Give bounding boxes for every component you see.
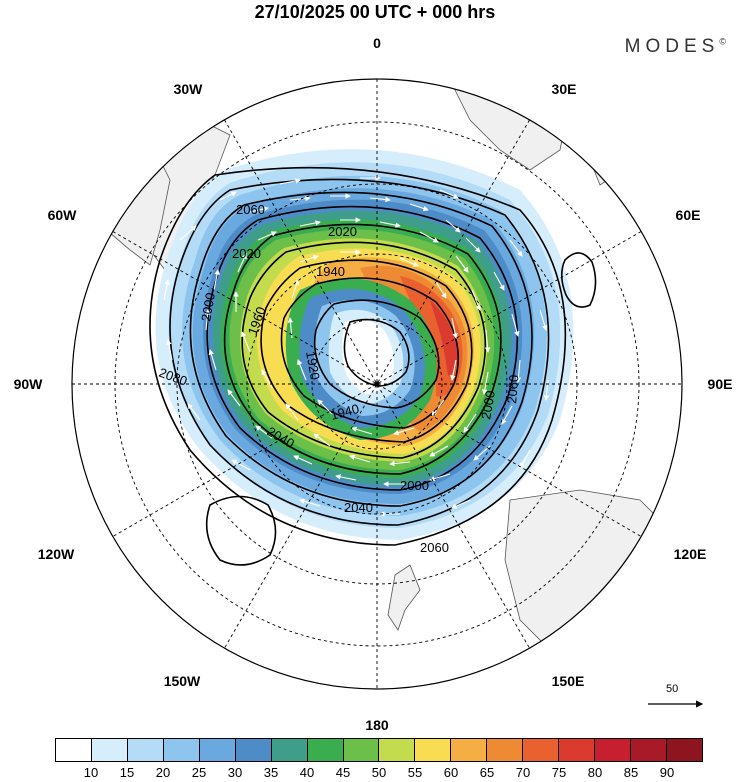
contour-label: 1940 (316, 264, 345, 279)
high-120w (205, 495, 277, 566)
colorbar-cell (199, 739, 236, 761)
lon-label-150w: 150W (164, 673, 201, 689)
brand-logo: MODES© (625, 36, 726, 58)
colorbar-label: 60 (443, 765, 459, 780)
colorbar-cell (379, 739, 416, 761)
reference-vector-arrow (648, 700, 704, 708)
colorbar-label: 70 (515, 765, 531, 780)
high-60e (560, 252, 597, 308)
colorbar-cell (595, 739, 631, 761)
brand-name: MODES (624, 36, 720, 57)
lon-label-120e: 120E (674, 546, 707, 562)
lon-label-150e: 150E (552, 673, 585, 689)
lon-label-60e: 60E (676, 207, 701, 223)
colorbar-label: 20 (155, 765, 171, 780)
colorbar-label: 75 (551, 765, 567, 780)
contour-label: 2000 (478, 389, 498, 420)
contour-label: 2020 (232, 246, 261, 261)
contour-label: 1920 (303, 350, 323, 381)
map-disc (94, 79, 681, 661)
wind-vectors (163, 175, 550, 517)
colorbar-label: 45 (335, 765, 351, 780)
colorbar-label: 50 (371, 765, 387, 780)
new-zealand (387, 564, 421, 631)
contour-labels: 2060 2020 2020 1940 2000 1960 1920 2080 … (157, 202, 522, 555)
colorbar-label: 30 (227, 765, 243, 780)
colorbar-cell (451, 739, 488, 761)
lon-label-180: 180 (365, 717, 389, 733)
longitude-labels: 0 30E 60E 90E 120E 150E 180 150W 120W 90… (14, 35, 733, 733)
colorbar-cell (163, 739, 200, 761)
colorbar-label: 35 (263, 765, 279, 780)
lon-label-30w: 30W (174, 81, 204, 97)
contour-1960 (260, 259, 473, 443)
colorbar-cell (487, 739, 524, 761)
colorbar-label: 85 (623, 765, 639, 780)
colorbar-label: 55 (407, 765, 423, 780)
graticule (72, 79, 682, 689)
colorbar-cell (523, 739, 560, 761)
colorbar-label: 80 (587, 765, 603, 780)
colorbar-label: 25 (191, 765, 207, 780)
colorbar-cell (343, 739, 380, 761)
contour-1980 (241, 241, 487, 459)
colorbar-cell (559, 739, 596, 761)
colorbar-cell (271, 739, 308, 761)
colorbar-cell (91, 739, 128, 761)
contour-label: 1940 (329, 401, 361, 423)
colorbar-label: 10 (83, 765, 99, 780)
lon-label-0: 0 (373, 35, 381, 51)
brand-mark: © (719, 36, 726, 47)
reference-vector-label: 50 (666, 683, 679, 695)
contour-label: 2060 (236, 202, 265, 217)
contour-2000 (223, 223, 502, 475)
lon-label-120w: 120W (38, 546, 75, 562)
contour-1900 (343, 318, 410, 387)
colorbar-label: 65 (479, 765, 495, 780)
colorbar-cell (631, 739, 667, 761)
colorbar-label: 90 (659, 765, 675, 780)
colorbar-cell (307, 739, 344, 761)
africa (449, 79, 571, 171)
contour-label: 2060 (420, 540, 449, 555)
colorbar-cell (415, 739, 452, 761)
australia (504, 489, 681, 661)
madagascar (589, 149, 616, 186)
colorbar-label: 40 (299, 765, 315, 780)
colorbar-cell (127, 739, 164, 761)
lon-label-60w: 60W (48, 207, 78, 223)
chart-title: 27/10/2025 00 UTC + 000 hrs (254, 2, 496, 22)
map-boundary (71, 78, 683, 690)
contour-1940 (280, 277, 460, 429)
contour-label: 2020 (328, 224, 357, 239)
lon-label-90w: 90W (14, 376, 44, 392)
contour-2080 (149, 166, 567, 546)
height-contours (149, 166, 597, 566)
contour-label: 2060 (504, 374, 521, 404)
contour-label: 2040 (344, 500, 373, 515)
lon-label-90e: 90E (708, 376, 733, 392)
colorbar-label: 15 (119, 765, 135, 780)
contour-1920 (313, 299, 440, 409)
lon-label-30e: 30E (552, 81, 577, 97)
colorbar (55, 738, 703, 762)
contour-label: 2000 (400, 478, 429, 493)
contour-label: 2000 (198, 291, 218, 322)
pole-marker (374, 381, 380, 387)
band-80 (430, 300, 458, 376)
contour-2060 (169, 178, 550, 526)
colorbar-cell (235, 739, 272, 761)
colorbar-labels: 10 15 20 25 30 35 40 45 50 55 60 65 70 75 80 85 90 (55, 765, 703, 782)
colorbar-cell (666, 739, 702, 761)
colorbar-cell (56, 739, 92, 761)
wind-shading (155, 149, 574, 540)
